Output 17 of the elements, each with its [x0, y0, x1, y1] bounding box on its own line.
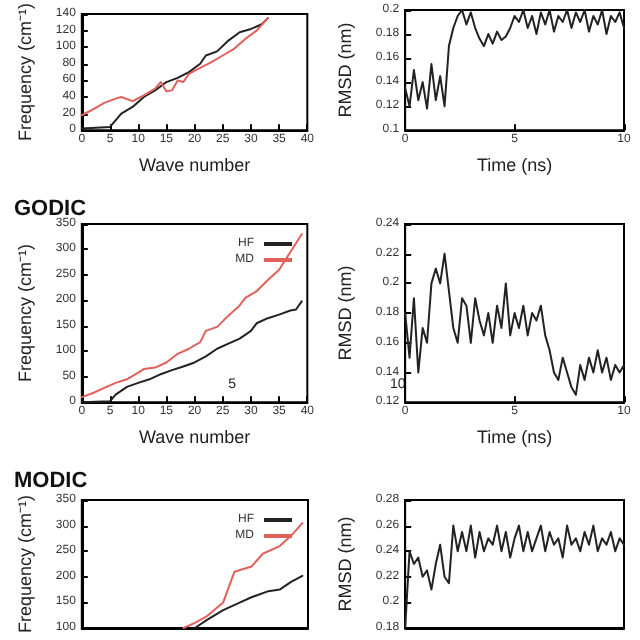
- x-axis-title: Time (ns): [476, 155, 553, 175]
- line-series: [182, 522, 304, 629]
- x-axis-title: Wave number: [138, 427, 251, 447]
- line-series: [80, 233, 303, 399]
- line-series: [404, 9, 625, 110]
- line-series: [80, 300, 303, 404]
- line-series: [193, 574, 304, 629]
- x-axis-title: Wave number: [138, 155, 251, 175]
- y-axis-title: RMSD (nm): [335, 22, 355, 118]
- y-axis-title: RMSD (nm): [335, 516, 355, 612]
- y-axis-title: Frequency (cm⁻¹): [15, 244, 35, 383]
- x-axis-title: Time (ns): [476, 427, 553, 447]
- y-axis-title: RMSD (nm): [335, 265, 355, 361]
- line-series: [404, 252, 625, 396]
- chart-title: MODIC: [14, 469, 88, 493]
- y-axis-title: Frequency (cm⁻¹): [15, 494, 35, 634]
- y-axis-title: Frequency (cm⁻¹): [15, 3, 35, 142]
